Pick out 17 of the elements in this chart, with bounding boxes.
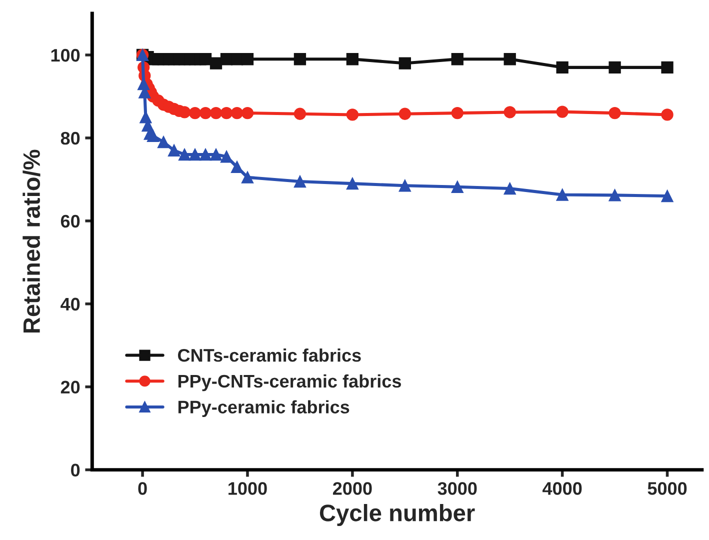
- y-tick-label: 20: [60, 380, 80, 394]
- x-tick-label: 4000: [542, 482, 582, 495]
- y-tick-label: 0: [71, 464, 80, 477]
- y-axis-title: Retained ratio/%: [22, 150, 40, 333]
- legend-label: PPy-ceramic fabrics: [178, 400, 350, 418]
- y-tick-label: 80: [60, 132, 80, 145]
- x-tick-label: 1000: [228, 482, 267, 495]
- y-tick-label: 100: [51, 48, 80, 62]
- x-tick-label: 3000: [438, 482, 477, 495]
- x-axis-title: Cycle number: [320, 504, 475, 526]
- x-tick-label: 0: [138, 482, 147, 495]
- legend-label: CNTs-ceramic fabrics: [178, 348, 361, 362]
- y-tick-label: 40: [60, 298, 80, 311]
- y-tick-label: 60: [60, 214, 80, 228]
- x-tick-label: 5000: [648, 482, 687, 495]
- x-tick-label: 2000: [332, 482, 372, 495]
- legend-label: PPy-CNTs-ceramic fabrics: [178, 374, 401, 392]
